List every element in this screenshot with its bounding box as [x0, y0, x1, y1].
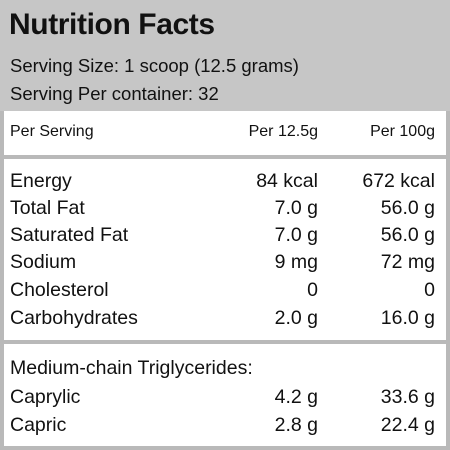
nutrition-table — [0, 111, 450, 450]
section-divider — [0, 340, 450, 344]
nutrient-row-energy: Energy 84 kcal 672 kcal — [0, 168, 450, 194]
column-header-per-12-5g: Per 12.5g — [248, 123, 318, 140]
nutrient-per-serving: 9 mg — [274, 251, 318, 273]
nutrient-name: Carbohydrates — [10, 307, 138, 329]
column-header-per-serving: Per Serving — [10, 123, 94, 140]
nutrient-per-100g: 0 — [424, 279, 435, 301]
nutrient-per-serving: 7.0 g — [274, 197, 318, 219]
nutrient-row-cholesterol: Cholesterol 0 0 — [0, 277, 450, 303]
mct-row-caprylic: Caprylic 4.2 g 33.6 g — [0, 384, 450, 410]
mct-heading: Medium-chain Triglycerides: — [10, 357, 253, 379]
nutrient-per-100g: 56.0 g — [380, 224, 435, 246]
nutrient-per-serving: 2.8 g — [274, 414, 318, 436]
nutrient-per-100g: 16.0 g — [380, 307, 435, 329]
mct-row-capric: Capric 2.8 g 22.4 g — [0, 412, 450, 438]
nutrient-per-100g: 22.4 g — [380, 414, 435, 436]
nutrient-name: Caprylic — [10, 386, 81, 408]
nutrient-per-100g: 56.0 g — [380, 197, 435, 219]
nutrient-name: Cholesterol — [10, 279, 109, 301]
nutrient-per-serving: 0 — [307, 279, 318, 301]
nutrient-row-sodium: Sodium 9 mg 72 mg — [0, 249, 450, 275]
nutrient-per-serving: 4.2 g — [274, 386, 318, 408]
nutrient-per-serving: 84 kcal — [256, 170, 318, 192]
nutrient-name: Sodium — [10, 251, 77, 273]
column-header-per-100g: Per 100g — [370, 123, 435, 140]
nutrient-per-serving: 2.0 g — [274, 307, 318, 329]
nutrient-name: Total Fat — [10, 197, 85, 219]
nutrient-row-total-fat: Total Fat 7.0 g 56.0 g — [0, 195, 450, 221]
header-divider — [0, 155, 450, 159]
serving-size: Serving Size: 1 scoop (12.5 grams) — [10, 55, 299, 76]
nutrient-name: Capric — [10, 414, 67, 436]
nutrient-row-carbohydrates: Carbohydrates 2.0 g 16.0 g — [0, 305, 450, 331]
nutrient-per-100g: 672 kcal — [362, 170, 435, 192]
label-header: Nutrition Facts Serving Size: 1 scoop (1… — [0, 0, 450, 111]
nutrient-name: Energy — [10, 170, 72, 192]
nutrient-per-100g: 33.6 g — [380, 386, 435, 408]
nutrient-per-serving: 7.0 g — [274, 224, 318, 246]
nutrient-per-100g: 72 mg — [380, 251, 435, 273]
servings-per-container: Serving Per container: 32 — [10, 83, 219, 104]
label-title: Nutrition Facts — [9, 8, 215, 41]
nutrient-row-saturated-fat: Saturated Fat 7.0 g 56.0 g — [0, 222, 450, 248]
nutrient-name: Saturated Fat — [10, 224, 129, 246]
